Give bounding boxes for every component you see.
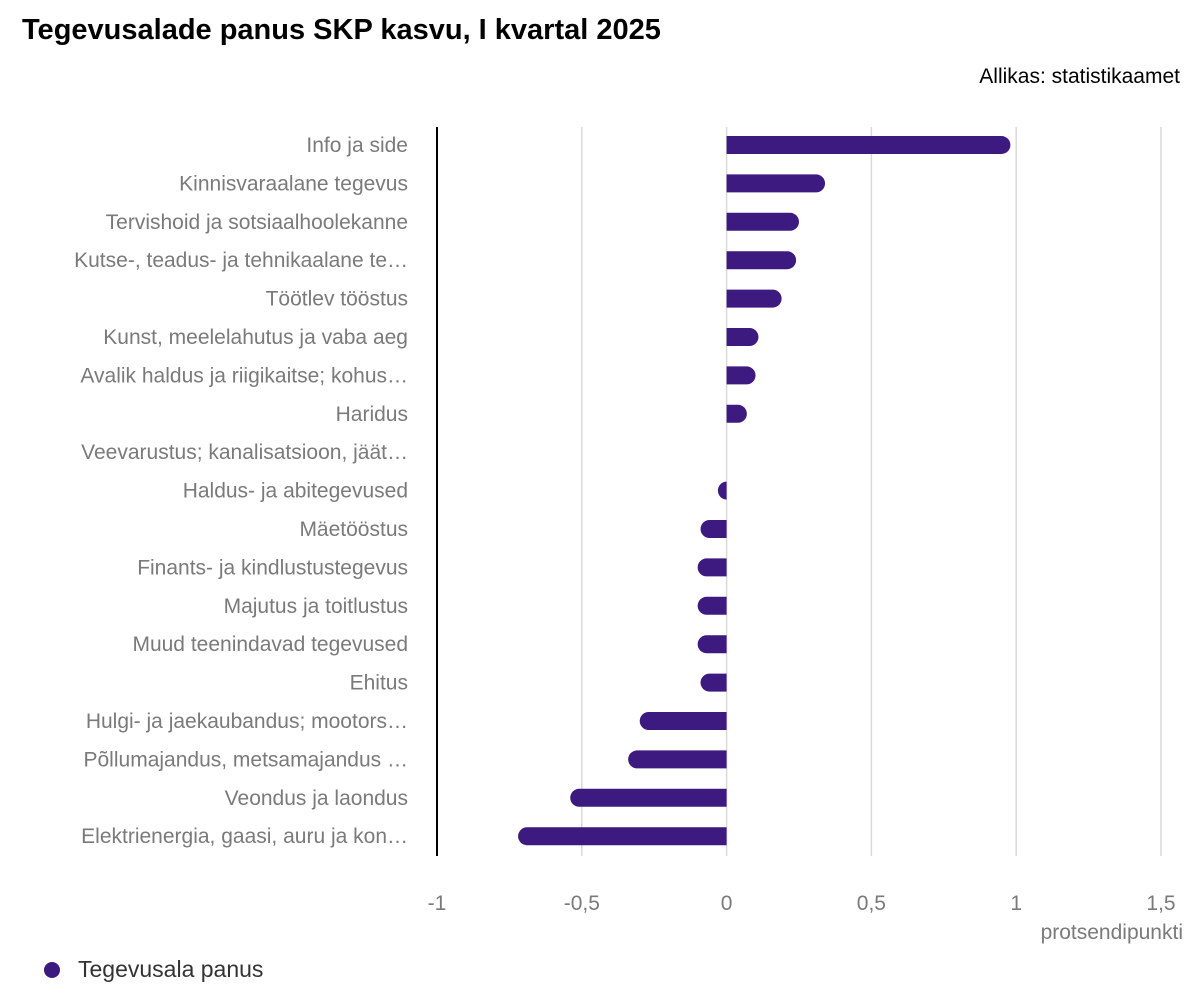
x-axis-title: protsendipunkti	[1041, 921, 1183, 944]
bar	[697, 558, 727, 577]
x-tick-label: -1	[428, 892, 447, 915]
category-label: Ehitus	[350, 672, 408, 695]
category-label: Kunst, meelelahutus ja vaba aeg	[103, 326, 408, 349]
category-label: Haridus	[336, 403, 408, 426]
bar	[726, 289, 782, 308]
bar	[639, 712, 727, 730]
bar	[726, 212, 799, 231]
category-label: Kinnisvaraalane tegevus	[179, 172, 408, 195]
bar	[726, 174, 826, 193]
bar	[700, 520, 727, 538]
category-label: Tervishoid ja sotsiaalhoolekanne	[106, 211, 408, 234]
bar	[726, 404, 747, 423]
bar	[726, 136, 1011, 154]
bar	[628, 750, 727, 769]
category-label: Veondus ja laondus	[225, 787, 408, 810]
bar	[697, 596, 727, 615]
category-label: Info ja side	[306, 134, 408, 157]
bar	[726, 328, 759, 346]
x-tick-label: 0,5	[857, 892, 886, 915]
category-label: Veevarustus; kanalisatsioon, jäät…	[81, 441, 408, 464]
bar-chart: -1 -0,5 0 0,5 1 1,5 protsendipunkti Info ja sid…	[74, 127, 1183, 944]
bar	[700, 673, 727, 692]
chart-title: Tegevusalade panus SKP kasvu, I kvartal …	[22, 14, 661, 46]
category-label: Töötlev tööstus	[266, 288, 408, 311]
bar	[518, 827, 727, 846]
legend: Tegevusala panus	[44, 956, 263, 983]
legend-label: Tegevusala panus	[78, 956, 264, 982]
legend-marker	[44, 961, 60, 978]
category-label: Mäetööstus	[299, 518, 408, 541]
x-tick-label: 1	[1010, 892, 1022, 915]
category-label: Elektrienergia, gaasi, auru ja kon…	[81, 825, 408, 848]
category-label: Finants- ja kindlustustegevus	[137, 556, 408, 579]
x-tick-label: 1,5	[1146, 892, 1175, 915]
category-label: Majutus ja toitlustus	[224, 595, 408, 618]
x-tick-label: 0	[721, 892, 733, 915]
category-label: Haldus- ja abitegevused	[183, 480, 408, 503]
bar	[697, 635, 727, 654]
category-label: Kutse-, teadus- ja tehnikaalane te…	[74, 249, 408, 272]
x-tick-label: -0,5	[564, 892, 600, 915]
category-label: Põllumajandus, metsamajandus …	[84, 748, 409, 771]
bar	[717, 481, 727, 500]
bar	[726, 251, 797, 270]
category-label: Avalik haldus ja riigikaitse; kohus…	[80, 364, 408, 387]
category-label: Hulgi- ja jaekaubandus; mootors…	[86, 710, 408, 733]
category-label: Muud teenindavad tegevused	[132, 633, 408, 656]
bar	[570, 788, 727, 807]
chart-source: Allikas: statistikaamet	[979, 65, 1180, 88]
bar	[726, 366, 756, 385]
